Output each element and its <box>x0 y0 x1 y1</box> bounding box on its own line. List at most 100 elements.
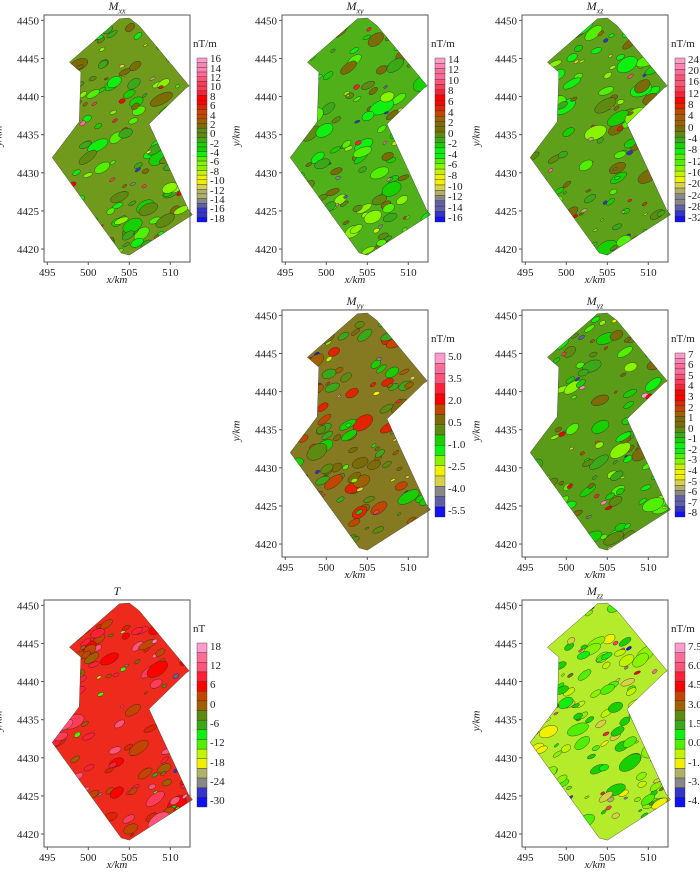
contour-blob <box>632 125 638 129</box>
colorbar-tick-label: -2 <box>448 138 458 151</box>
contour-blob <box>575 361 585 369</box>
contour-blob <box>634 79 651 94</box>
colorbar-tick-label: -7 <box>688 496 698 509</box>
contour-blob <box>353 96 362 102</box>
contour-blob <box>597 30 604 37</box>
contour-blob <box>608 54 613 58</box>
y-label-text: y/km <box>470 125 483 147</box>
contour-blob <box>88 76 97 82</box>
y-axis-label: y/km <box>230 126 242 147</box>
contour-blob <box>290 346 298 353</box>
colorbar-swatch <box>434 179 446 186</box>
y-label-text: y/km <box>230 125 243 147</box>
contour-blob <box>422 132 431 140</box>
colorbar-swatch <box>434 89 446 96</box>
title-sub: yy <box>356 301 364 311</box>
x-label-text: x/km <box>106 274 128 286</box>
contour-blob <box>139 838 146 841</box>
contour-blob <box>566 483 573 489</box>
colorbar-tick-label: -18 <box>210 212 225 225</box>
contour-blob <box>551 324 566 337</box>
contour-blob <box>110 191 129 203</box>
contour-blob <box>558 481 565 486</box>
contour-blob <box>579 159 593 172</box>
title-sub: xx <box>118 6 126 16</box>
colorbar-swatch <box>674 193 686 200</box>
contour-blob <box>172 673 179 679</box>
contour-blob <box>330 167 343 176</box>
contour-blob <box>655 135 664 143</box>
contour-blob <box>151 772 159 778</box>
contour-blob <box>330 48 336 53</box>
colorbar-swatch <box>196 118 208 124</box>
contour-blob <box>620 678 636 687</box>
colorbar-swatch <box>674 142 686 149</box>
contour-blob <box>584 124 607 141</box>
contour-blob <box>364 526 370 530</box>
colorbar-unit: nT/m <box>431 38 455 50</box>
colorbar-tick-label: -4 <box>210 147 220 160</box>
contour-blob <box>655 817 661 822</box>
contour-blob <box>321 431 334 440</box>
contour-blob <box>290 23 302 35</box>
colorbar-tick-label: 14 <box>448 53 459 66</box>
x-tick-label: 495 <box>517 562 534 574</box>
colorbar-tick-label: -10 <box>210 175 225 188</box>
colorbar-swatch <box>196 99 208 106</box>
contour-blob <box>560 833 572 841</box>
contour-blob <box>120 704 125 708</box>
contour-blob <box>351 328 360 336</box>
colorbar-swatch <box>196 662 208 673</box>
contour-blob <box>559 612 572 622</box>
y-label-text: y/km <box>470 420 483 442</box>
map-svg: 495 500 505 510 4420 4425 4430 4435 4440 4445 4450 <box>17 599 208 864</box>
colorbar-swatch <box>196 57 208 63</box>
contour-blob <box>63 831 79 841</box>
title-main: M <box>108 0 119 13</box>
contour-blob <box>173 611 182 619</box>
contour-blob <box>609 65 617 70</box>
contour-blob <box>530 403 548 417</box>
contour-blob <box>598 764 609 772</box>
contour-blob <box>638 497 647 505</box>
contour-blob <box>125 704 141 717</box>
y-tick-label: 4425 <box>255 206 278 218</box>
contour-blob <box>655 637 663 643</box>
contour-blob <box>296 509 305 515</box>
y-tick-label: 4420 <box>495 244 518 256</box>
contour-blob <box>138 767 153 780</box>
colorbar-tick-label: 8 <box>448 85 454 98</box>
colorbar-swatch <box>674 416 686 422</box>
contour-blob <box>179 250 191 256</box>
map-svg: 495 500 505 510 4420 4425 4430 4435 4440 4445 4450 <box>495 309 686 574</box>
colorbar-tick-label: 4.5 <box>688 679 700 692</box>
contour-blob <box>161 683 167 689</box>
contour-blob <box>78 149 97 165</box>
contour-blob <box>58 783 74 795</box>
contour-blob <box>91 101 98 106</box>
colorbar-tick-label: -6 <box>210 156 220 169</box>
contour-blob <box>598 791 613 803</box>
contour-blob <box>317 402 329 412</box>
contour-blob <box>530 323 533 328</box>
contour-blob <box>52 717 59 724</box>
contour-blob <box>620 372 627 377</box>
contour-blob <box>550 116 557 121</box>
contour-blob <box>624 831 630 835</box>
contour-blob <box>609 188 618 195</box>
contour-blob <box>531 829 539 834</box>
contour-blob <box>307 200 318 210</box>
contour-blob <box>112 672 120 678</box>
contour-blob <box>172 815 184 823</box>
colorbar-tick-label: 5.0 <box>448 351 462 364</box>
contour-blob <box>155 621 161 625</box>
contour-blob <box>561 673 565 677</box>
contour-blob <box>52 758 62 775</box>
contour-blob <box>368 87 378 96</box>
contour-blob <box>173 632 190 647</box>
colorbar-tick-label: -5 <box>688 475 698 488</box>
contour-blob <box>99 242 106 247</box>
contour-blob <box>585 189 592 193</box>
contour-blob <box>539 607 546 612</box>
contour-blob <box>599 320 606 326</box>
